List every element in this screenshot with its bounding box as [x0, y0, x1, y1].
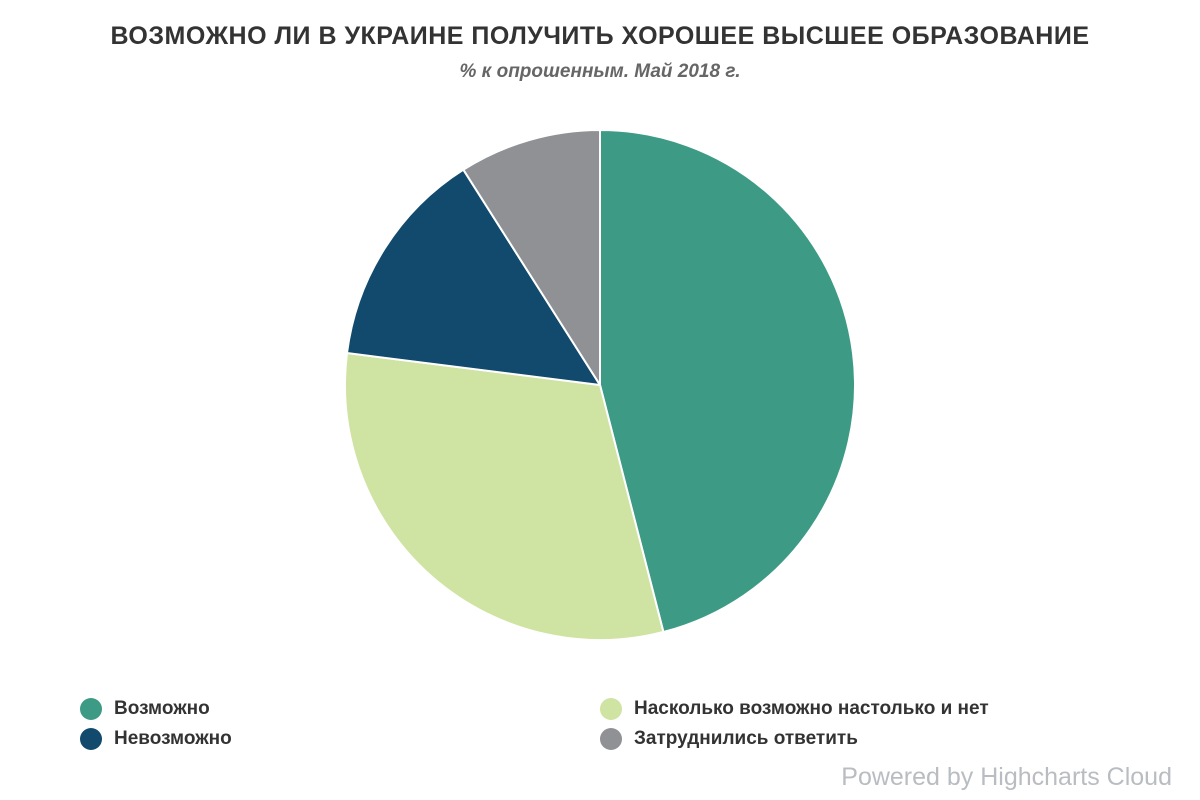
pie-slice-4[interactable] — [462, 129, 601, 386]
highcharts-credits-link[interactable]: Powered by Highcharts Cloud — [841, 763, 1172, 791]
legend-marker-icon — [80, 698, 102, 720]
pie-slice-2[interactable] — [344, 352, 665, 641]
legend-item-1[interactable]: Возможно — [80, 698, 600, 720]
pie-slice-3[interactable] — [346, 168, 601, 386]
pie-plot-area — [0, 100, 1200, 670]
chart-subtitle: % к опрошенным. Май 2018 г. — [459, 61, 741, 82]
legend: Возможно Насколько возможно настолько и н… — [80, 698, 1140, 750]
pie-slice-1[interactable] — [599, 129, 856, 633]
legend-label: Возможно — [114, 698, 210, 719]
legend-marker-icon — [80, 728, 102, 750]
chart-title: ВОЗМОЖНО ЛИ В УКРАИНЕ ПОЛУЧИТЬ ХОРОШЕЕ В… — [110, 22, 1090, 50]
legend-item-4[interactable]: Затруднились ответить — [600, 728, 1140, 750]
legend-marker-icon — [600, 698, 622, 720]
legend-item-2[interactable]: Насколько возможно настолько и нет — [600, 698, 1140, 720]
legend-marker-icon — [600, 728, 622, 750]
legend-label: Насколько возможно настолько и нет — [634, 698, 989, 719]
pie-svg — [344, 129, 856, 641]
legend-label: Затруднились ответить — [634, 728, 858, 749]
legend-label: Невозможно — [114, 728, 232, 749]
legend-item-3[interactable]: Невозможно — [80, 728, 600, 750]
